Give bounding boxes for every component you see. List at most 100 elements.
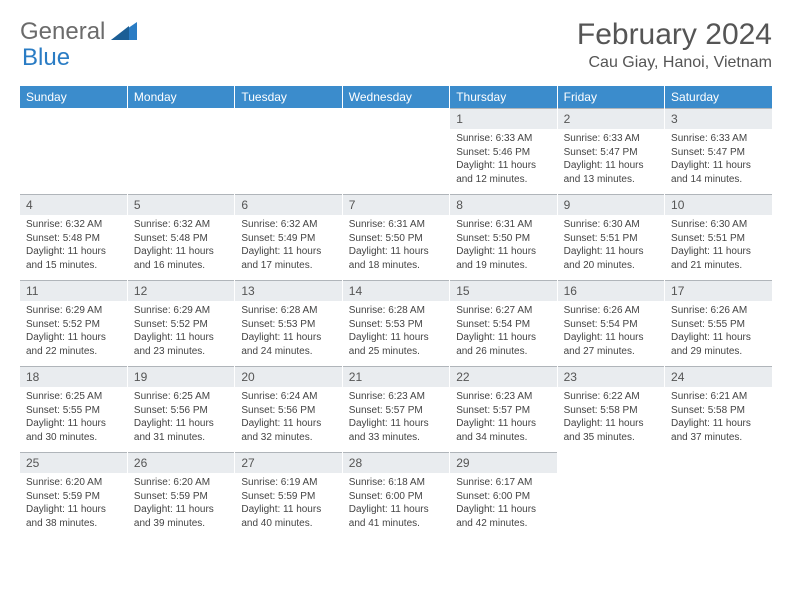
calendar-cell: 14Sunrise: 6:28 AMSunset: 5:53 PMDayligh… xyxy=(342,280,449,366)
day-number: 26 xyxy=(128,452,234,473)
day-details: Sunrise: 6:25 AMSunset: 5:56 PMDaylight:… xyxy=(128,387,234,448)
day-details: Sunrise: 6:31 AMSunset: 5:50 PMDaylight:… xyxy=(450,215,556,276)
day-details: Sunrise: 6:29 AMSunset: 5:52 PMDaylight:… xyxy=(20,301,127,362)
day-details: Sunrise: 6:23 AMSunset: 5:57 PMDaylight:… xyxy=(343,387,449,448)
calendar-cell: 20Sunrise: 6:24 AMSunset: 5:56 PMDayligh… xyxy=(235,366,342,452)
calendar-cell: 25Sunrise: 6:20 AMSunset: 5:59 PMDayligh… xyxy=(20,452,127,538)
calendar-cell xyxy=(20,108,127,194)
day-number: 28 xyxy=(343,452,449,473)
day-number: 2 xyxy=(558,108,664,129)
calendar-row: 4Sunrise: 6:32 AMSunset: 5:48 PMDaylight… xyxy=(20,194,772,280)
day-details: Sunrise: 6:28 AMSunset: 5:53 PMDaylight:… xyxy=(343,301,449,362)
calendar-cell: 27Sunrise: 6:19 AMSunset: 5:59 PMDayligh… xyxy=(235,452,342,538)
calendar-cell: 29Sunrise: 6:17 AMSunset: 6:00 PMDayligh… xyxy=(450,452,557,538)
day-details: Sunrise: 6:28 AMSunset: 5:53 PMDaylight:… xyxy=(235,301,341,362)
calendar-body: 1Sunrise: 6:33 AMSunset: 5:46 PMDaylight… xyxy=(20,108,772,538)
day-details: Sunrise: 6:29 AMSunset: 5:52 PMDaylight:… xyxy=(128,301,234,362)
calendar-cell: 22Sunrise: 6:23 AMSunset: 5:57 PMDayligh… xyxy=(450,366,557,452)
day-details: Sunrise: 6:19 AMSunset: 5:59 PMDaylight:… xyxy=(235,473,341,534)
calendar-cell xyxy=(557,452,664,538)
calendar-row: 18Sunrise: 6:25 AMSunset: 5:55 PMDayligh… xyxy=(20,366,772,452)
day-number: 17 xyxy=(665,280,772,301)
day-details: Sunrise: 6:24 AMSunset: 5:56 PMDaylight:… xyxy=(235,387,341,448)
day-details: Sunrise: 6:21 AMSunset: 5:58 PMDaylight:… xyxy=(665,387,772,448)
weekday-header: Monday xyxy=(127,86,234,108)
day-number: 6 xyxy=(235,194,341,215)
day-number: 18 xyxy=(20,366,127,387)
calendar-cell: 17Sunrise: 6:26 AMSunset: 5:55 PMDayligh… xyxy=(665,280,772,366)
day-details: Sunrise: 6:31 AMSunset: 5:50 PMDaylight:… xyxy=(343,215,449,276)
day-details: Sunrise: 6:33 AMSunset: 5:46 PMDaylight:… xyxy=(450,129,556,190)
calendar-cell xyxy=(665,452,772,538)
month-title: February 2024 xyxy=(577,18,772,52)
calendar-cell: 21Sunrise: 6:23 AMSunset: 5:57 PMDayligh… xyxy=(342,366,449,452)
calendar-cell: 19Sunrise: 6:25 AMSunset: 5:56 PMDayligh… xyxy=(127,366,234,452)
weekday-header: Thursday xyxy=(450,86,557,108)
calendar-cell: 12Sunrise: 6:29 AMSunset: 5:52 PMDayligh… xyxy=(127,280,234,366)
day-number: 16 xyxy=(558,280,664,301)
day-number: 25 xyxy=(20,452,127,473)
day-details: Sunrise: 6:27 AMSunset: 5:54 PMDaylight:… xyxy=(450,301,556,362)
day-number: 19 xyxy=(128,366,234,387)
page-header: General February 2024 Cau Giay, Hanoi, V… xyxy=(20,18,772,72)
day-details: Sunrise: 6:20 AMSunset: 5:59 PMDaylight:… xyxy=(20,473,127,534)
calendar-row: 25Sunrise: 6:20 AMSunset: 5:59 PMDayligh… xyxy=(20,452,772,538)
calendar-cell: 4Sunrise: 6:32 AMSunset: 5:48 PMDaylight… xyxy=(20,194,127,280)
day-number: 29 xyxy=(450,452,556,473)
calendar-cell: 26Sunrise: 6:20 AMSunset: 5:59 PMDayligh… xyxy=(127,452,234,538)
weekday-header: Friday xyxy=(557,86,664,108)
weekday-header: Wednesday xyxy=(342,86,449,108)
day-details: Sunrise: 6:20 AMSunset: 5:59 PMDaylight:… xyxy=(128,473,234,534)
calendar-cell: 13Sunrise: 6:28 AMSunset: 5:53 PMDayligh… xyxy=(235,280,342,366)
title-block: February 2024 Cau Giay, Hanoi, Vietnam xyxy=(577,18,772,72)
calendar-head: SundayMondayTuesdayWednesdayThursdayFrid… xyxy=(20,86,772,108)
day-number: 12 xyxy=(128,280,234,301)
calendar-cell: 7Sunrise: 6:31 AMSunset: 5:50 PMDaylight… xyxy=(342,194,449,280)
day-details: Sunrise: 6:32 AMSunset: 5:49 PMDaylight:… xyxy=(235,215,341,276)
weekday-header: Tuesday xyxy=(235,86,342,108)
day-details: Sunrise: 6:30 AMSunset: 5:51 PMDaylight:… xyxy=(558,215,664,276)
calendar-cell xyxy=(342,108,449,194)
day-details: Sunrise: 6:26 AMSunset: 5:54 PMDaylight:… xyxy=(558,301,664,362)
day-number: 27 xyxy=(235,452,341,473)
day-number: 14 xyxy=(343,280,449,301)
day-number: 24 xyxy=(665,366,772,387)
calendar-cell: 23Sunrise: 6:22 AMSunset: 5:58 PMDayligh… xyxy=(557,366,664,452)
day-details: Sunrise: 6:32 AMSunset: 5:48 PMDaylight:… xyxy=(128,215,234,276)
calendar-cell: 10Sunrise: 6:30 AMSunset: 5:51 PMDayligh… xyxy=(665,194,772,280)
day-number: 10 xyxy=(665,194,772,215)
day-number: 9 xyxy=(558,194,664,215)
day-details: Sunrise: 6:26 AMSunset: 5:55 PMDaylight:… xyxy=(665,301,772,362)
day-number: 11 xyxy=(20,280,127,301)
logo: General xyxy=(20,18,139,46)
day-details: Sunrise: 6:33 AMSunset: 5:47 PMDaylight:… xyxy=(558,129,664,190)
calendar-cell: 8Sunrise: 6:31 AMSunset: 5:50 PMDaylight… xyxy=(450,194,557,280)
calendar-cell: 28Sunrise: 6:18 AMSunset: 6:00 PMDayligh… xyxy=(342,452,449,538)
calendar-cell: 1Sunrise: 6:33 AMSunset: 5:46 PMDaylight… xyxy=(450,108,557,194)
day-number: 7 xyxy=(343,194,449,215)
calendar-cell: 15Sunrise: 6:27 AMSunset: 5:54 PMDayligh… xyxy=(450,280,557,366)
day-details: Sunrise: 6:18 AMSunset: 6:00 PMDaylight:… xyxy=(343,473,449,534)
day-number: 23 xyxy=(558,366,664,387)
calendar-cell xyxy=(235,108,342,194)
logo-text-general: General xyxy=(20,18,105,46)
day-number: 8 xyxy=(450,194,556,215)
day-number: 3 xyxy=(665,108,772,129)
logo-triangle-icon xyxy=(111,20,137,45)
location-text: Cau Giay, Hanoi, Vietnam xyxy=(577,54,772,72)
day-number: 13 xyxy=(235,280,341,301)
calendar-cell xyxy=(127,108,234,194)
calendar-cell: 6Sunrise: 6:32 AMSunset: 5:49 PMDaylight… xyxy=(235,194,342,280)
day-details: Sunrise: 6:30 AMSunset: 5:51 PMDaylight:… xyxy=(665,215,772,276)
day-number: 1 xyxy=(450,108,556,129)
calendar-cell: 3Sunrise: 6:33 AMSunset: 5:47 PMDaylight… xyxy=(665,108,772,194)
calendar-cell: 9Sunrise: 6:30 AMSunset: 5:51 PMDaylight… xyxy=(557,194,664,280)
calendar-cell: 2Sunrise: 6:33 AMSunset: 5:47 PMDaylight… xyxy=(557,108,664,194)
calendar-cell: 16Sunrise: 6:26 AMSunset: 5:54 PMDayligh… xyxy=(557,280,664,366)
day-details: Sunrise: 6:32 AMSunset: 5:48 PMDaylight:… xyxy=(20,215,127,276)
weekday-header: Sunday xyxy=(20,86,127,108)
weekday-header: Saturday xyxy=(665,86,772,108)
day-number: 20 xyxy=(235,366,341,387)
day-details: Sunrise: 6:33 AMSunset: 5:47 PMDaylight:… xyxy=(665,129,772,190)
calendar-row: 11Sunrise: 6:29 AMSunset: 5:52 PMDayligh… xyxy=(20,280,772,366)
